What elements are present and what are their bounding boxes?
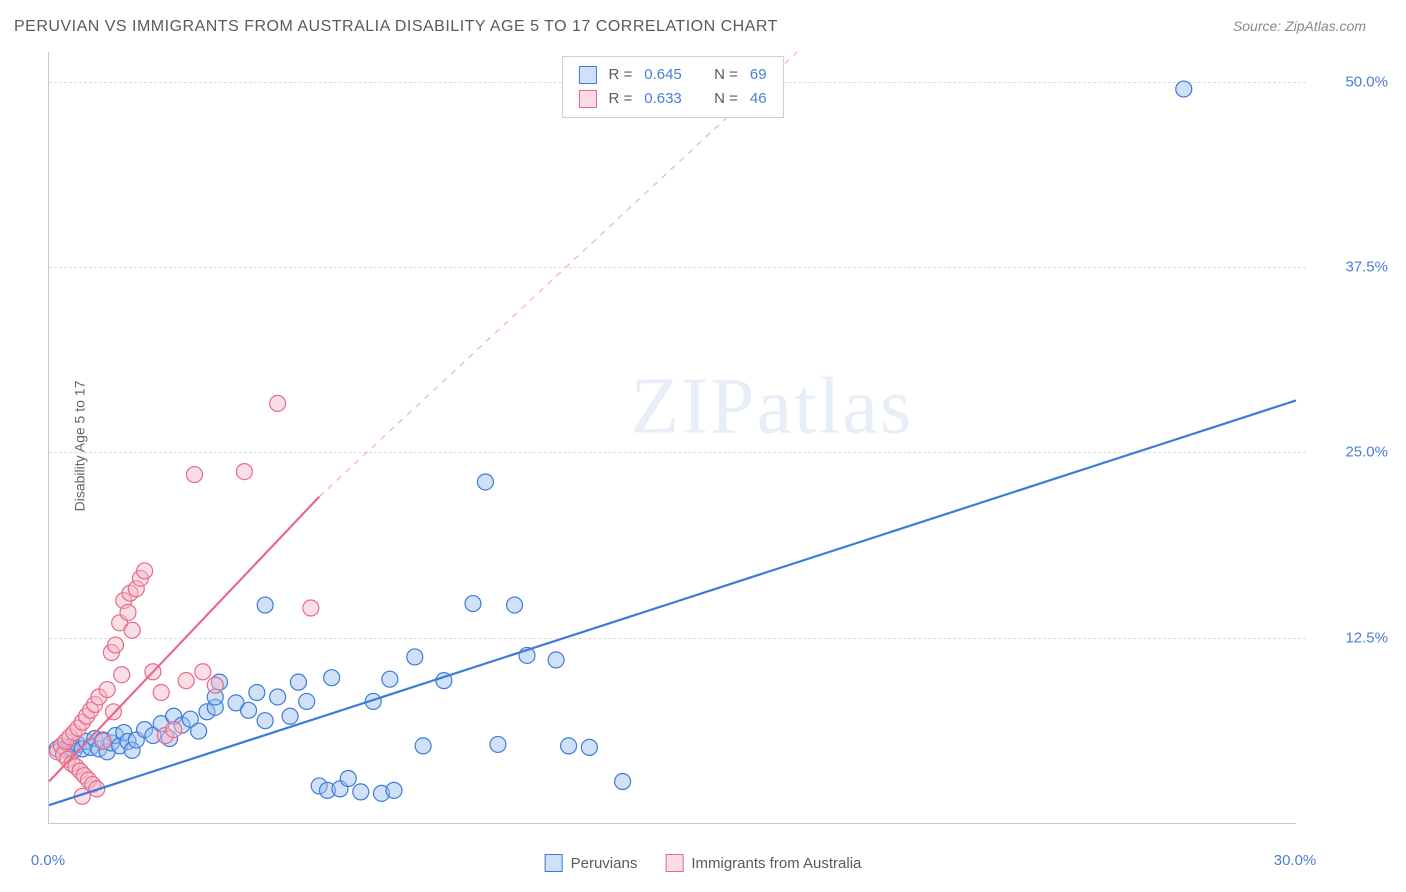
scatter-point	[249, 685, 265, 701]
y-tick-label: 50.0%	[1308, 73, 1388, 90]
r-label-1: R =	[608, 87, 632, 111]
stats-row-series-1: R = 0.633 N = 46	[578, 87, 766, 111]
scatter-point	[178, 673, 194, 689]
legend-label-1: Immigrants from Australia	[691, 855, 861, 872]
scatter-point	[415, 738, 431, 754]
trend-line	[49, 497, 319, 782]
swatch-series-1	[578, 90, 596, 108]
legend-item-1: Immigrants from Australia	[665, 854, 861, 872]
trend-line	[49, 400, 1296, 805]
scatter-point	[270, 395, 286, 411]
scatter-point	[282, 708, 298, 724]
scatter-point	[99, 682, 115, 698]
legend-item-0: Peruvians	[545, 854, 638, 872]
scatter-point	[114, 667, 130, 683]
n-value-0: 69	[750, 63, 767, 87]
scatter-point	[303, 600, 319, 616]
scatter-point	[195, 664, 211, 680]
scatter-point	[137, 563, 153, 579]
x-tick-label: 30.0%	[1274, 852, 1317, 869]
scatter-point	[615, 773, 631, 789]
scatter-point	[290, 674, 306, 690]
scatter-point	[241, 702, 257, 718]
scatter-point	[324, 670, 340, 686]
legend-swatch-1	[665, 854, 683, 872]
stats-row-series-0: R = 0.645 N = 69	[578, 63, 766, 87]
scatter-point	[257, 597, 273, 613]
scatter-point	[120, 604, 136, 620]
scatter-point	[108, 637, 124, 653]
scatter-point	[490, 736, 506, 752]
plot-area: 12.5%25.0%37.5%50.0% R = 0.645 N = 69 R …	[48, 52, 1296, 824]
stats-legend-box: R = 0.645 N = 69 R = 0.633 N = 46	[561, 56, 783, 118]
n-label-1: N =	[714, 87, 738, 111]
x-tick-label: 0.0%	[31, 852, 65, 869]
scatter-point	[561, 738, 577, 754]
scatter-point	[340, 771, 356, 787]
scatter-point	[407, 649, 423, 665]
r-value-0: 0.645	[644, 63, 682, 87]
scatter-point	[386, 782, 402, 798]
chart-area: ZIPatlas 12.5%25.0%37.5%50.0% R = 0.645 …	[48, 52, 1296, 824]
n-value-1: 46	[750, 87, 767, 111]
source-label: Source: ZipAtlas.com	[1233, 18, 1366, 34]
y-tick-label: 37.5%	[1308, 258, 1388, 275]
scatter-point	[186, 467, 202, 483]
scatter-point	[153, 685, 169, 701]
r-label-0: R =	[608, 63, 632, 87]
legend-swatch-0	[545, 854, 563, 872]
scatter-point	[353, 784, 369, 800]
scatter-point	[270, 689, 286, 705]
n-label-0: N =	[714, 63, 738, 87]
scatter-point	[465, 596, 481, 612]
x-legend: Peruvians Immigrants from Australia	[545, 854, 862, 872]
scatter-point	[124, 622, 140, 638]
scatter-svg	[49, 52, 1296, 823]
r-value-1: 0.633	[644, 87, 682, 111]
scatter-point	[191, 723, 207, 739]
scatter-point	[207, 677, 223, 693]
scatter-point	[581, 739, 597, 755]
scatter-point	[95, 733, 111, 749]
y-tick-label: 25.0%	[1308, 444, 1388, 461]
chart-title: PERUVIAN VS IMMIGRANTS FROM AUSTRALIA DI…	[14, 18, 778, 36]
scatter-point	[236, 464, 252, 480]
scatter-point	[507, 597, 523, 613]
scatter-point	[166, 722, 182, 738]
trend-line-extension	[319, 52, 797, 497]
scatter-point	[477, 474, 493, 490]
chart-header: PERUVIAN VS IMMIGRANTS FROM AUSTRALIA DI…	[0, 0, 1406, 44]
scatter-point	[299, 693, 315, 709]
y-tick-label: 12.5%	[1308, 629, 1388, 646]
scatter-point	[382, 671, 398, 687]
scatter-point	[1176, 81, 1192, 97]
swatch-series-0	[578, 66, 596, 84]
legend-label-0: Peruvians	[571, 855, 638, 872]
scatter-point	[257, 713, 273, 729]
scatter-point	[548, 652, 564, 668]
